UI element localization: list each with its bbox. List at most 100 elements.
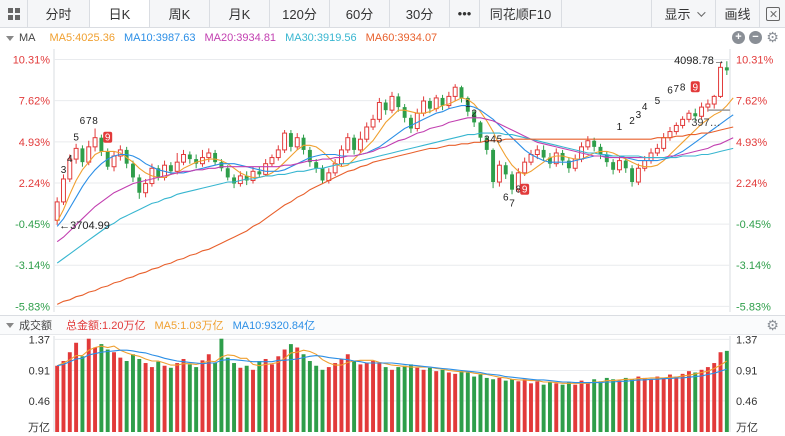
candle-body-up — [294, 137, 300, 148]
candle-body-down — [99, 137, 104, 152]
candle-body-up — [357, 138, 363, 151]
add-indicator-icon[interactable]: + — [732, 31, 745, 44]
sequence-mark-bottom-box — [520, 183, 530, 195]
candle-body-up — [414, 112, 420, 130]
volume-bar — [655, 376, 660, 432]
collapse-triangle-icon[interactable] — [6, 322, 14, 328]
display-dropdown[interactable]: 显示 — [651, 0, 715, 27]
volume-bar — [181, 358, 186, 432]
candle-body-down — [396, 96, 401, 108]
right-value-label: 397… — [691, 117, 720, 129]
candle-body-down — [598, 146, 603, 155]
sequence-mark-top: 2 — [471, 108, 477, 119]
gear-icon[interactable]: ⚙ — [766, 29, 779, 45]
candle-body-up — [534, 149, 540, 156]
candle-body-up — [174, 161, 180, 172]
volume-bar — [636, 376, 641, 432]
volume-bar — [718, 352, 723, 432]
candle-body-up — [635, 167, 641, 183]
vol-ma5-value: MA5:1.03万亿 — [154, 320, 224, 332]
candle-body-up — [515, 172, 521, 191]
display-label: 显示 — [664, 7, 691, 22]
volume-indicator-name[interactable]: 成交额 — [19, 320, 52, 332]
volume-bar — [175, 363, 180, 432]
candle-body-down — [383, 102, 388, 111]
volume-bar — [554, 383, 559, 432]
volume-axis-label-left: 1.37 — [29, 334, 50, 346]
volume-bar — [131, 354, 135, 432]
collapse-triangle-icon[interactable] — [6, 35, 14, 41]
axis-label-left: -3.14% — [15, 260, 50, 272]
axis-label-right: 10.31% — [736, 55, 774, 67]
candle-body-up — [67, 158, 73, 180]
candle-body-up — [181, 154, 186, 163]
candle-body-down — [137, 177, 142, 193]
volume-bar — [503, 380, 508, 432]
ma-lines — [56, 97, 734, 305]
volume-bar — [238, 367, 243, 432]
sequence-mark-top: 7 — [674, 84, 680, 95]
candle-body-up — [452, 86, 458, 97]
axis-label-right: -5.83% — [736, 301, 771, 313]
sequence-mark-top: 1 — [465, 99, 471, 110]
volume-bar — [105, 349, 110, 432]
volume-bar — [263, 358, 268, 432]
volume-bar — [80, 356, 85, 432]
candle-body-up — [370, 118, 376, 128]
candle-body-up — [680, 118, 686, 126]
axis-label-left: 4.93% — [19, 137, 50, 149]
tab-30min[interactable]: 30分 — [390, 0, 450, 27]
total-turnover-value: 总金额:1.20万亿 — [66, 320, 146, 332]
sequence-mark-top: 3 — [636, 110, 642, 121]
candle-body-up — [522, 161, 528, 174]
volume-bar — [162, 365, 167, 432]
volume-bar — [156, 361, 161, 432]
volume-bar — [472, 376, 477, 432]
volume-bar — [522, 379, 527, 432]
volume-bar — [680, 373, 685, 432]
volume-bar — [244, 365, 249, 432]
candle-body-down — [307, 149, 312, 163]
grid-menu-icon[interactable] — [0, 0, 28, 27]
tab-120min[interactable]: 120分 — [270, 0, 330, 27]
volume-ma-line-ma10 — [57, 349, 727, 384]
candle-body-up — [496, 164, 502, 183]
axis-label-right: 4.93% — [736, 137, 767, 149]
tab-daily-k[interactable]: 日K — [90, 0, 150, 27]
candle-body-down — [693, 113, 698, 117]
volume-legend-icons: ⚙ — [766, 317, 779, 333]
tab-60min[interactable]: 60分 — [330, 0, 390, 27]
volume-bar — [541, 384, 546, 432]
ma10-value: MA10:3987.63 — [123, 32, 196, 44]
indicator-name[interactable]: MA — [19, 32, 36, 44]
axis-label-left: -0.45% — [15, 219, 50, 231]
volume-bar — [67, 352, 72, 432]
legend-icons: + − ⚙ — [732, 29, 779, 45]
volume-bar — [118, 357, 123, 432]
candle-body-down — [478, 122, 483, 138]
draw-line-button[interactable]: 画线 — [715, 0, 759, 27]
volume-bar — [623, 377, 628, 432]
candle-body-down — [592, 140, 597, 147]
sequence-mark-top: 3 — [61, 165, 67, 176]
volume-bar — [661, 377, 666, 432]
candle-body-up — [250, 170, 256, 181]
gear-icon[interactable]: ⚙ — [766, 317, 779, 333]
more-periods-button[interactable]: ••• — [450, 0, 480, 27]
volume-bar — [516, 381, 521, 432]
close-icon[interactable] — [759, 0, 785, 27]
sequence-mark-top: 5 — [73, 133, 79, 144]
candle-body-down — [314, 162, 319, 169]
volume-bar — [61, 361, 66, 432]
remove-indicator-icon[interactable]: − — [749, 31, 762, 44]
axis-label-right: 2.24% — [736, 178, 767, 190]
candle-body-up — [711, 95, 717, 105]
volume-bar — [724, 350, 729, 432]
candle-body-up — [111, 155, 117, 168]
tab-monthly-k[interactable]: 月K — [210, 0, 270, 27]
volume-bar — [219, 338, 224, 432]
tab-intraday[interactable]: 分时 — [28, 0, 90, 27]
tab-f10[interactable]: 同花顺F10 — [480, 0, 562, 27]
tab-weekly-k[interactable]: 周K — [150, 0, 210, 27]
